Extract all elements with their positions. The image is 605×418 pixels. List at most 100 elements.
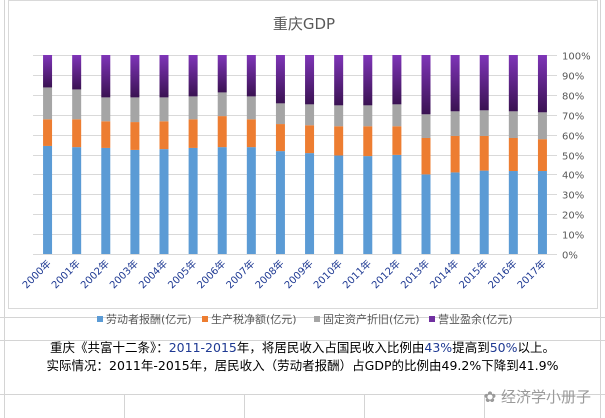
bar-segment-2: [305, 125, 315, 154]
bar-segment-1: [101, 147, 111, 254]
bar-segment-1: [479, 170, 489, 254]
bar-segment-4: [305, 55, 315, 105]
bar-segment-2: [334, 126, 344, 156]
x-tick-label: 2011年: [340, 257, 374, 291]
bar-segment-3: [72, 89, 82, 120]
bar-segment-1: [508, 171, 518, 254]
bar-segment-2: [537, 139, 547, 172]
chart-area[interactable]: 重庆GDP 0% 10% 20% 30% 40% 50% 60% 70% 80% 90% 100% 20…: [8, 0, 598, 326]
bar-segment-2: [130, 122, 140, 150]
bar-segment-4: [217, 55, 227, 93]
bar-segment-2: [275, 124, 285, 152]
bar-segment-4: [421, 55, 431, 115]
bar-segment-1: [334, 155, 344, 254]
y-tick-label: 90%: [562, 72, 584, 83]
x-tick-label: 2013年: [398, 257, 432, 291]
chart-title: 重庆GDP: [273, 15, 335, 33]
y-tick-label: 40%: [562, 171, 584, 182]
bar-segment-1: [392, 154, 402, 254]
legend-swatch: [429, 316, 435, 322]
bar-segment-3: [217, 92, 227, 117]
x-tick-label: 2005年: [165, 257, 199, 291]
y-tick-label: 20%: [562, 211, 584, 222]
bar-segment-4: [363, 55, 373, 106]
legend-label: 劳动者报酬(亿元): [106, 312, 192, 326]
x-tick-label: 2008年: [252, 257, 286, 291]
bar-segment-4: [392, 55, 402, 105]
legend-swatch: [202, 316, 208, 322]
x-tick-label: 2001年: [49, 257, 83, 291]
annotation-text: 重庆《共富十二条》：2011-2015年，将居民收入占国民收入比例由43%提高到…: [0, 339, 605, 391]
bar-segment-4: [246, 55, 256, 97]
note-line-1: 重庆《共富十二条》：2011-2015年，将居民收入占国民收入比例由43%提高到…: [0, 339, 605, 357]
y-tick-label: 100%: [562, 52, 591, 63]
x-tick-label: 2002年: [78, 257, 112, 291]
x-tick-label: 2014年: [427, 257, 461, 291]
x-tick-label: 2000年: [19, 257, 53, 291]
bar-segment-4: [188, 55, 198, 97]
bar-segment-1: [305, 153, 315, 254]
note-segment: 以上。: [517, 340, 556, 355]
bar-segment-1: [246, 147, 256, 254]
note-segment: 年，将居民收入占国民收入比例由: [236, 340, 425, 355]
bar-segment-2: [479, 135, 489, 171]
bar-segment-3: [537, 112, 547, 140]
x-tick-label: 2015年: [456, 257, 490, 291]
bar-segment-3: [305, 104, 315, 126]
x-tick-label: 2004年: [136, 257, 170, 291]
bar-segment-4: [537, 55, 547, 113]
x-tick-label: 2003年: [107, 257, 141, 291]
legend-swatch: [97, 316, 103, 322]
y-tick-label: 60%: [562, 132, 584, 143]
note-segment: 43%: [424, 340, 453, 355]
bar-segment-2: [188, 119, 198, 148]
stacked-bar-chart: 重庆GDP 0% 10% 20% 30% 40% 50% 60% 70% 80% 90% 100% 20…: [19, 15, 591, 326]
note-segment: 2011-2015: [168, 340, 237, 355]
y-tick-label: 10%: [562, 231, 584, 242]
y-tick-label: 30%: [562, 191, 584, 202]
bar-segment-3: [275, 103, 285, 125]
legend-label: 固定资产折旧(亿元): [323, 312, 420, 326]
bar-segment-2: [450, 135, 460, 173]
note-segment: 重庆《共富十二条》：: [49, 340, 169, 355]
watermark: ✿ 经济学小册子: [484, 386, 591, 407]
bar-segment-2: [159, 121, 169, 150]
watermark-text: 经济学小册子: [500, 388, 591, 406]
bar-segment-4: [275, 55, 285, 104]
bar-segment-1: [217, 147, 227, 254]
bar-segment-2: [246, 119, 256, 148]
bar-segment-3: [392, 104, 402, 127]
note-segment: 50%: [489, 340, 518, 355]
x-tick-label: 2007年: [223, 257, 257, 291]
bar-segment-4: [508, 55, 518, 112]
bar-segment-3: [508, 111, 518, 138]
bar-segment-1: [188, 147, 198, 254]
bar-segment-3: [450, 111, 460, 136]
bar-segment-3: [479, 110, 489, 136]
wechat-icon: ✿: [483, 388, 501, 406]
y-tick-label: 70%: [562, 112, 584, 123]
bar-segment-1: [363, 156, 373, 254]
bar-segment-1: [450, 172, 460, 254]
bar-segment-2: [43, 119, 53, 146]
bar-segment-2: [217, 116, 227, 148]
bar-segment-4: [72, 55, 82, 90]
bar-segment-1: [130, 149, 140, 254]
bar-segment-3: [101, 97, 111, 122]
x-tick-label: 2009年: [281, 257, 315, 291]
bar-segment-4: [479, 55, 489, 111]
bar-segment-2: [508, 137, 518, 172]
bar-segment-2: [392, 126, 402, 155]
bar-segment-3: [246, 96, 256, 120]
bar-segment-4: [101, 55, 111, 98]
x-tick-label: 2017年: [514, 257, 548, 291]
bar-segment-3: [188, 96, 198, 120]
x-tick-label: 2010年: [311, 257, 345, 291]
bar-segment-3: [334, 105, 344, 127]
legend-label: 营业盈余(亿元): [438, 312, 513, 326]
bar-segment-2: [72, 119, 82, 148]
bar-segment-2: [101, 121, 111, 148]
x-tick-label: 2006年: [194, 257, 228, 291]
bar-segment-3: [421, 114, 431, 138]
